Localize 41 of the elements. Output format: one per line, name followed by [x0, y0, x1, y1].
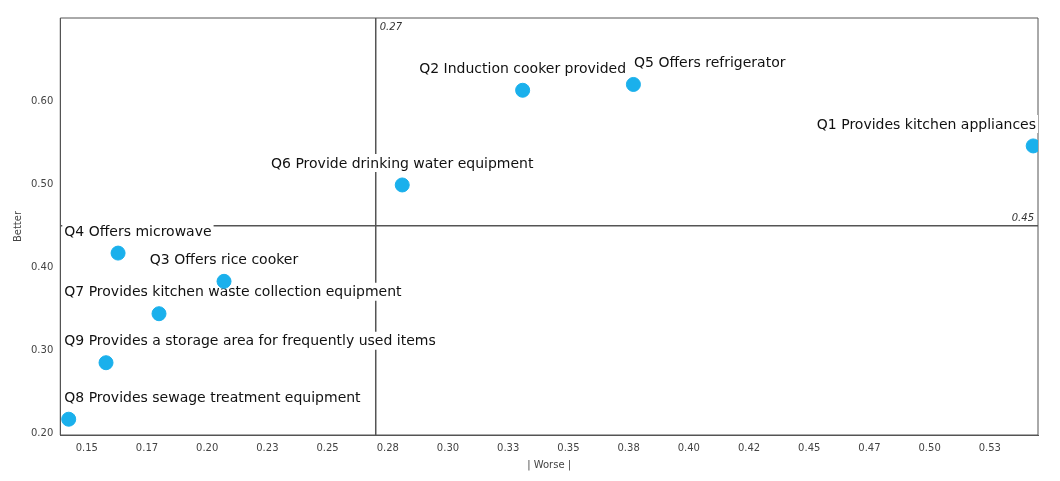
y-tick-label: 0.50 — [31, 177, 54, 189]
x-tick-label: 0.15 — [75, 441, 98, 453]
x-tick-label: 0.33 — [497, 441, 520, 453]
x-tick-label: 0.45 — [798, 441, 821, 453]
y-tick-label: 0.30 — [31, 343, 54, 355]
ref-line-label: 0.45 — [1011, 212, 1034, 224]
data-label: Q7 Provides kitchen waste collection equipment — [64, 283, 403, 300]
data-label: Q6 Provide drinking water equipment — [271, 154, 534, 171]
data-label: Q3 Offers rice cooker — [149, 250, 299, 267]
x-tick-label: 0.50 — [918, 441, 941, 453]
data-label: Q5 Offers refrigerator — [634, 54, 786, 71]
y-tick-label: 0.60 — [31, 94, 54, 106]
x-tick-label: 0.25 — [316, 441, 339, 453]
x-tick-label: 0.23 — [256, 441, 279, 453]
point — [98, 355, 114, 371]
y-tick-label: 0.20 — [31, 426, 54, 438]
x-tick-label: 0.42 — [737, 441, 761, 453]
point — [515, 82, 531, 98]
x-axis-title: | Worse | — [527, 458, 572, 471]
point — [151, 306, 167, 322]
ref-line-label: 0.27 — [379, 20, 403, 32]
x-tick-label: 0.53 — [978, 441, 1001, 453]
x-tick-label: 0.28 — [376, 441, 399, 453]
x-tick-label: 0.38 — [617, 441, 640, 453]
x-tick-label: 0.35 — [557, 441, 580, 453]
point — [394, 177, 410, 193]
data-label: Q9 Provides a storage area for frequently used items — [64, 332, 436, 349]
y-tick-label: 0.40 — [31, 260, 54, 272]
x-tick-label: 0.30 — [436, 441, 460, 453]
x-tick-label: 0.17 — [135, 441, 159, 453]
data-label: Q4 Offers microwave — [64, 222, 212, 239]
x-tick-label: 0.40 — [677, 441, 700, 453]
point — [625, 76, 641, 92]
y-axis-title: Better — [11, 210, 23, 243]
x-tick-label: 0.20 — [196, 441, 219, 453]
point — [110, 245, 126, 261]
data-label: Q8 Provides sewage treatment equipment — [64, 388, 362, 405]
data-label: Q2 Induction cooker provided — [419, 59, 627, 76]
data-label: Q1 Provides kitchen appliances — [816, 115, 1036, 132]
point — [61, 411, 77, 427]
x-tick-label: 0.47 — [858, 441, 881, 453]
